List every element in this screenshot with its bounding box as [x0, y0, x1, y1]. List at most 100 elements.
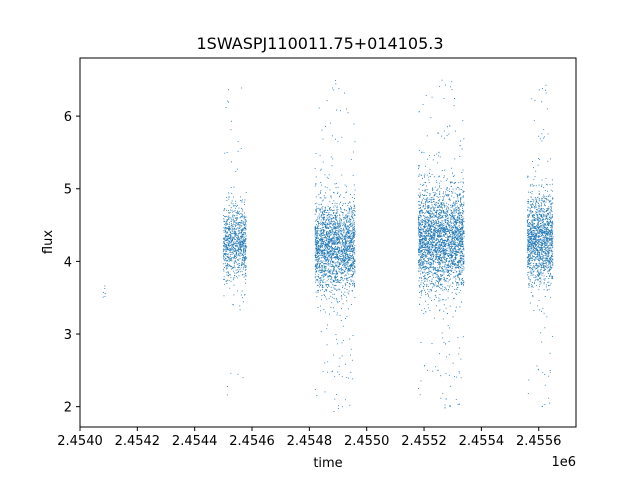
data-point — [418, 265, 420, 267]
data-point — [319, 248, 321, 250]
data-point — [353, 223, 355, 225]
data-point — [447, 240, 449, 241]
data-point — [435, 204, 437, 206]
data-point — [232, 242, 234, 244]
data-point — [424, 240, 426, 241]
data-point — [453, 222, 454, 224]
data-point — [352, 284, 354, 286]
data-point — [233, 277, 235, 279]
data-point — [449, 209, 451, 211]
data-point — [458, 224, 460, 226]
data-point — [419, 213, 421, 215]
data-point — [456, 237, 458, 239]
data-point — [319, 246, 321, 248]
data-point — [224, 216, 226, 218]
data-point — [342, 285, 344, 287]
data-point — [450, 266, 451, 268]
data-point — [232, 215, 234, 217]
data-point — [314, 233, 316, 235]
data-point — [339, 239, 341, 241]
data-point — [445, 219, 447, 221]
data-point — [318, 257, 320, 259]
data-point — [329, 247, 331, 249]
data-point — [233, 230, 235, 232]
data-point — [462, 213, 464, 215]
data-point — [448, 271, 449, 273]
data-point — [349, 283, 351, 285]
data-point — [460, 238, 462, 240]
data-point — [343, 252, 345, 254]
data-point — [341, 272, 343, 274]
data-point — [234, 234, 236, 235]
data-point — [322, 230, 324, 232]
data-point — [438, 253, 440, 255]
data-point — [344, 256, 346, 257]
data-point — [316, 248, 318, 249]
data-point — [442, 270, 444, 271]
data-point — [339, 231, 341, 233]
data-point — [445, 237, 447, 238]
data-point — [234, 220, 236, 222]
data-point — [448, 250, 450, 252]
data-point — [438, 263, 439, 265]
data-point — [434, 249, 436, 251]
data-point — [427, 263, 429, 265]
data-point — [225, 244, 227, 246]
data-point — [439, 261, 441, 263]
data-point — [448, 227, 450, 229]
data-point — [341, 258, 343, 260]
data-point — [318, 260, 320, 262]
data-point — [334, 256, 335, 258]
data-point — [352, 237, 354, 239]
data-point — [348, 253, 350, 255]
data-point — [235, 171, 237, 172]
data-point — [324, 391, 326, 393]
data-point — [329, 251, 331, 253]
data-point — [332, 238, 333, 240]
data-point — [238, 212, 239, 214]
data-point — [333, 311, 335, 312]
data-point — [338, 235, 340, 237]
data-point — [423, 271, 425, 273]
data-point — [315, 269, 316, 271]
data-point — [349, 268, 351, 270]
data-point — [327, 223, 328, 225]
data-point — [349, 235, 351, 237]
data-point — [342, 244, 344, 246]
data-point — [238, 248, 240, 250]
data-point — [352, 256, 354, 257]
data-point — [442, 267, 444, 269]
data-point — [462, 258, 464, 260]
data-point — [316, 250, 318, 252]
data-point — [454, 237, 455, 239]
data-point — [429, 244, 431, 246]
data-point — [245, 275, 247, 277]
data-point — [229, 226, 231, 228]
data-point — [236, 244, 238, 246]
data-point — [347, 211, 349, 213]
data-point — [314, 213, 316, 215]
data-point — [454, 264, 456, 266]
data-point — [435, 267, 437, 269]
data-point — [351, 213, 353, 215]
data-point — [351, 265, 353, 266]
data-point — [432, 243, 434, 245]
data-point — [322, 270, 324, 272]
data-point — [240, 232, 242, 234]
data-point — [345, 263, 347, 265]
data-point — [349, 212, 351, 214]
data-point — [323, 257, 325, 259]
data-point — [329, 242, 330, 244]
data-point — [428, 233, 429, 234]
data-point — [335, 276, 337, 278]
data-point — [462, 191, 464, 193]
data-point — [331, 234, 333, 236]
data-point — [438, 235, 440, 237]
data-point — [458, 245, 460, 246]
data-point — [330, 122, 332, 124]
data-point — [325, 265, 327, 267]
data-point — [228, 227, 230, 229]
data-point — [328, 248, 330, 250]
data-point — [226, 259, 228, 261]
data-point — [450, 252, 452, 254]
